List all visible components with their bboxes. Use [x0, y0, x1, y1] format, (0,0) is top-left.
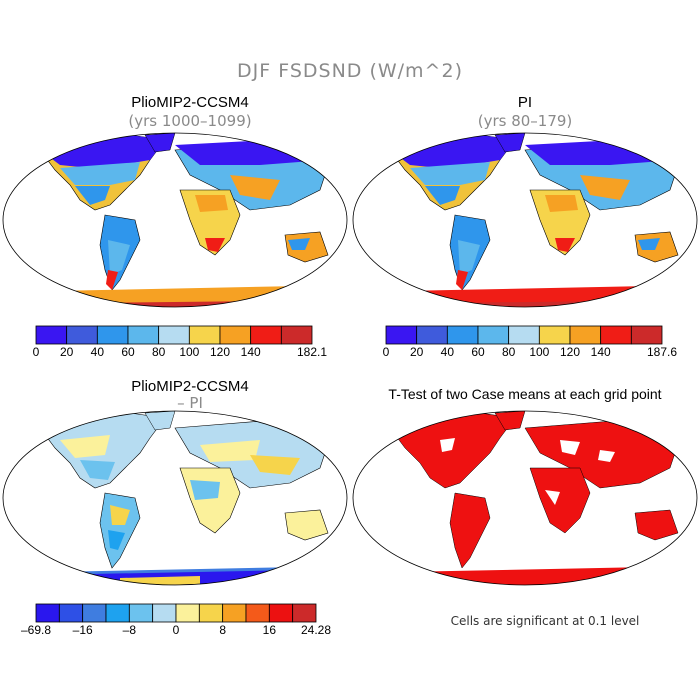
colorbar-swatch — [508, 325, 540, 345]
colorbar-tick-label: 100 — [179, 345, 200, 359]
colorbar-swatch — [292, 603, 317, 623]
panel2-subtitle: (yrs 80–179) — [477, 112, 573, 130]
colorbar-tick-label: 0 — [32, 345, 40, 359]
colorbar-tick-label: 24.28 — [300, 623, 332, 637]
colorbar-tick-label: 60 — [471, 345, 485, 359]
colorbar-swatch — [152, 603, 177, 623]
colorbar-tick-label: 16 — [262, 623, 277, 637]
colorbar-tick-label: 40 — [440, 345, 455, 359]
colorbar-panel1 — [35, 325, 313, 345]
colorbar-tick-label: 80 — [501, 345, 516, 359]
colorbar-swatch — [477, 325, 510, 345]
colorbar-swatch — [188, 325, 221, 345]
colorbar-swatch — [280, 325, 313, 345]
colorbar-panel2 — [385, 325, 663, 345]
colorbar-swatch — [128, 603, 154, 623]
colorbar-swatch — [198, 603, 224, 623]
colorbar-tick-label: –69.8 — [20, 623, 52, 637]
colorbar-tick-label: 0 — [172, 623, 180, 637]
colorbar-swatch — [58, 603, 84, 623]
colorbar-tick-label: 40 — [90, 345, 105, 359]
colorbar-swatch — [416, 325, 448, 345]
colorbar-tick-label: 60 — [121, 345, 135, 359]
panel3-title: PlioMIP2-CCSM4 — [131, 378, 249, 395]
colorbar-swatch — [158, 325, 190, 345]
colorbar-swatch — [385, 325, 418, 345]
colorbar-tick-label: –8 — [122, 623, 137, 637]
colorbar-swatch — [105, 603, 130, 623]
colorbar-tick-label: 120 — [559, 345, 581, 359]
colorbar-swatch — [245, 603, 270, 623]
colorbar-swatch — [35, 603, 60, 623]
colorbar-swatch — [222, 603, 247, 623]
colorbar-tick-label: 0 — [382, 345, 390, 359]
colorbar-swatch — [127, 325, 160, 345]
colorbar-tick-label: 120 — [209, 345, 231, 359]
colorbar-swatch — [569, 325, 602, 345]
colorbar-swatch — [268, 603, 294, 623]
colorbar-swatch — [35, 325, 68, 345]
colorbar-swatch — [600, 325, 632, 345]
significance-note: Cells are significant at 0.1 level — [450, 614, 640, 628]
colorbar-tick-label: 140 — [590, 345, 611, 359]
colorbar-tick-label: 20 — [59, 345, 74, 359]
colorbar-panel3 — [35, 603, 317, 623]
panel2-title: PI — [517, 94, 533, 111]
colorbar-panel2-ticks: 0 20 40 60 80 100 120 140 187.6 — [382, 345, 677, 361]
colorbar-swatch — [66, 325, 98, 345]
panel4-title: T-Test of two Case means at each grid po… — [388, 386, 662, 402]
colorbar-tick-label: 100 — [529, 345, 550, 359]
panel3-subtitle: – PI — [177, 394, 203, 412]
colorbar-tick-label: 187.6 — [646, 345, 678, 359]
colorbar-swatch — [250, 325, 282, 345]
colorbar-swatch — [630, 325, 663, 345]
colorbar-tick-label: 182.1 — [296, 345, 328, 359]
colorbar-panel1-ticks: 0 20 40 60 80 100 120 140 182.1 — [32, 345, 327, 361]
colorbar-tick-label: –16 — [72, 623, 93, 637]
colorbar-tick-label: 140 — [240, 345, 261, 359]
panel1-title: PlioMIP2-CCSM4 — [131, 94, 249, 111]
colorbar-swatch — [96, 325, 129, 345]
colorbar-swatch — [219, 325, 252, 345]
panel1-subtitle: (yrs 1000–1099) — [128, 112, 252, 130]
figure-title: DJF FSDSND (W/m^2) — [237, 60, 463, 82]
colorbar-tick-label: 80 — [151, 345, 166, 359]
colorbar-tick-label: 8 — [219, 623, 226, 637]
colorbar-swatch — [82, 603, 107, 623]
colorbar-swatch — [446, 325, 479, 345]
colorbar-swatch — [175, 603, 200, 623]
colorbar-swatch — [538, 325, 571, 345]
colorbar-panel3-ticks: –69.8 –16 –8 0 8 16 24.28 — [21, 623, 331, 639]
colorbar-tick-label: 20 — [409, 345, 424, 359]
